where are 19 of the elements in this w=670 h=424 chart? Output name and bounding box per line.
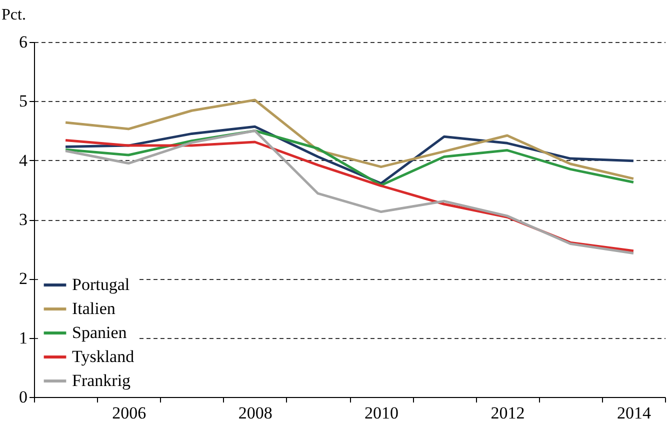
legend-label: Portugal [72,275,130,294]
line-series [64,98,635,180]
legend-label: Spanien [72,323,128,342]
y-axis-title: Pct. [2,6,26,24]
legend-label: Italien [72,299,116,318]
y-tick-label: 6 [19,32,28,52]
legend-label: Frankrig [72,371,132,390]
x-tick-label: 2014 [616,404,652,422]
y-tick-label: 3 [19,210,28,229]
y-tick-label: 0 [19,388,28,406]
y-tick-label: 5 [19,92,28,111]
y-tick-label: 2 [19,269,28,288]
legend-label: Tyskland [72,347,135,366]
x-tick-label: 2010 [364,404,399,422]
x-tick-label: 2012 [490,404,525,422]
x-tick-label: 2006 [112,404,146,422]
y-tick-label: 4 [19,150,28,170]
x-tick-label: 2008 [238,404,272,422]
y-tick-label: 1 [19,328,28,348]
